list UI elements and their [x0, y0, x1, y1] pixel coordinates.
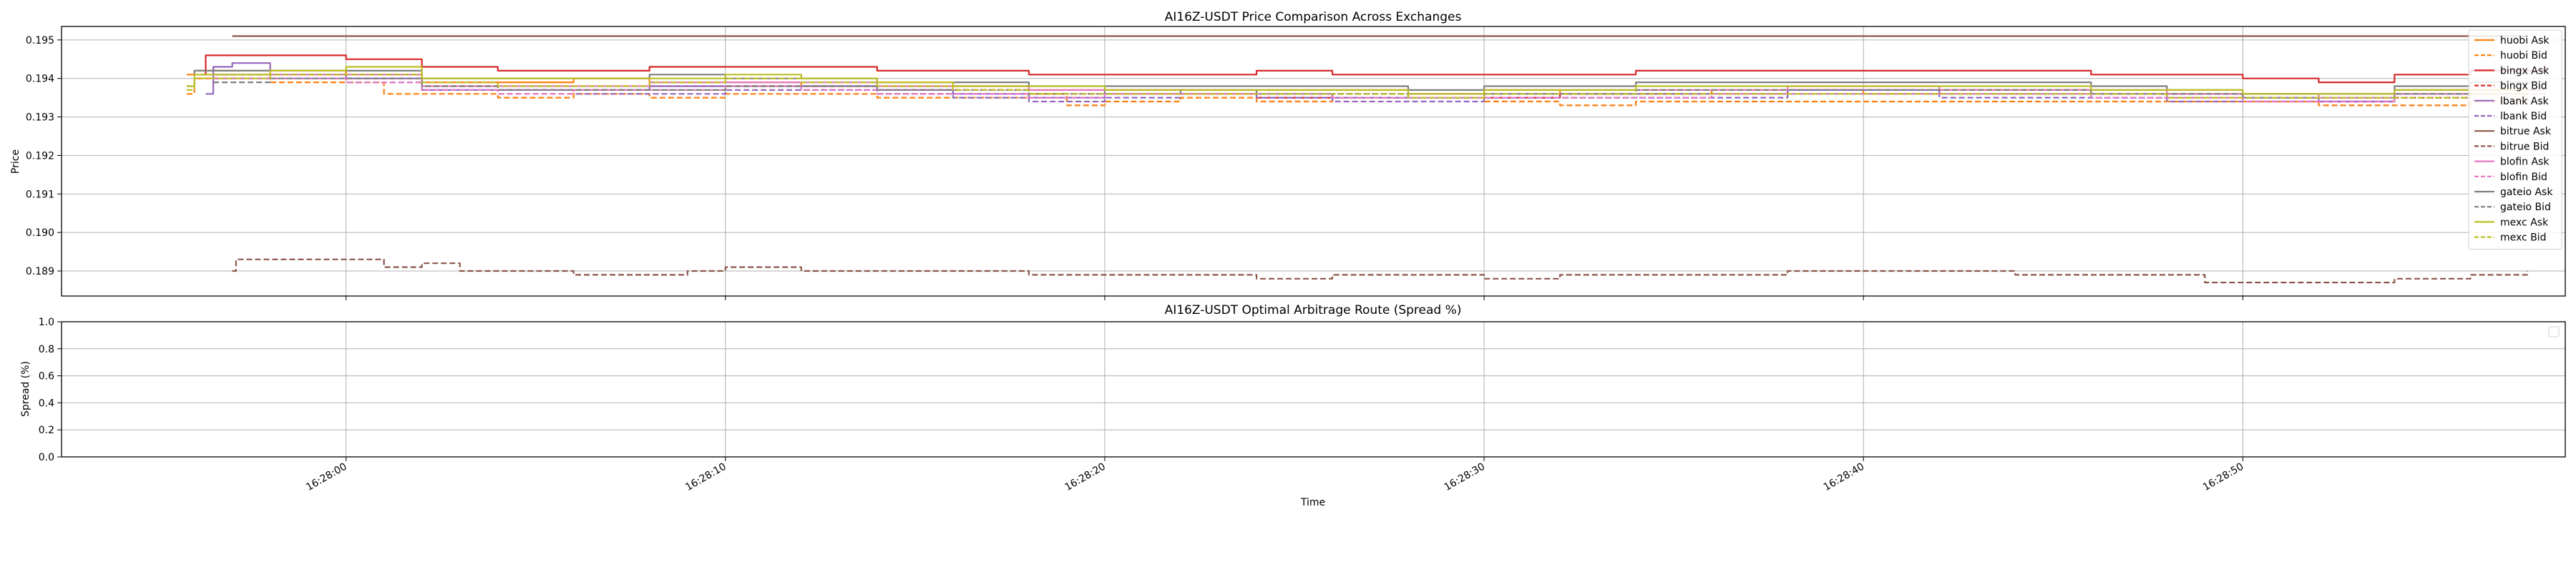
spread-y-tick-label: 0.0 [39, 452, 54, 463]
price-y-axis-label: Price [10, 149, 21, 174]
legend-label-mexc-ask: mexc Ask [2500, 217, 2549, 228]
series-line-huobi-bid [186, 77, 2527, 107]
price-y-tick-label: 0.195 [26, 35, 54, 46]
price-y-tick-label: 0.194 [26, 74, 54, 85]
spread-legend-box [2548, 326, 2560, 337]
legend-label-lbank-bid: lbank Bid [2500, 111, 2547, 122]
price-y-tick-label: 0.190 [26, 227, 54, 239]
legend-label-blofin-ask: blofin Ask [2500, 157, 2550, 168]
series-line-mexc-bid [186, 74, 2527, 99]
price-legend-frame [2468, 29, 2562, 250]
spread-x-axis-label: Time [1300, 497, 1325, 508]
legend-label-bitrue-ask: bitrue Ask [2500, 126, 2552, 137]
spread-plot-frame [61, 321, 2566, 458]
spread-chart-title: AI16Z-USDT Optimal Arbitrage Route (Spre… [1165, 303, 1462, 317]
series-line-bitrue-bid [232, 258, 2529, 284]
legend-label-blofin-bid: blofin Bid [2500, 172, 2547, 183]
price-y-tick-label: 0.189 [26, 266, 54, 277]
legend-label-bitrue-bid: bitrue Bid [2500, 141, 2549, 152]
price-chart: AI16Z-USDT Price Comparison Across Excha… [10, 10, 2566, 300]
legend-label-huobi-bid: huobi Bid [2500, 50, 2547, 61]
legend-label-lbank-ask: lbank Ask [2500, 96, 2550, 107]
legend-label-bingx-bid: bingx Bid [2500, 81, 2547, 92]
legend-label-mexc-bid: mexc Bid [2500, 232, 2547, 244]
spread-y-tick-label: 1.0 [39, 317, 54, 328]
series-line-bingx-ask [202, 54, 2547, 84]
legend-label-bingx-ask: bingx Ask [2500, 65, 2550, 77]
spread-y-axis-label: Spread (%) [20, 361, 31, 417]
price-y-tick-label: 0.191 [26, 189, 54, 200]
legend-label-huobi-ask: huobi Ask [2500, 35, 2550, 46]
legend-label-gateio-ask: gateio Ask [2500, 187, 2553, 198]
spread-y-tick-label: 0.2 [39, 425, 54, 436]
price-y-tick-label: 0.192 [26, 150, 54, 162]
price-plot-frame [61, 26, 2566, 297]
spread-y-tick-label: 0.4 [39, 398, 54, 409]
price-legend: huobi Ask huobi Bid bingx Ask bingx Bid lban… [2468, 29, 2562, 250]
price-chart-title: AI16Z-USDT Price Comparison Across Excha… [1165, 10, 1462, 24]
spread-y-tick-label: 0.6 [39, 371, 54, 383]
legend-label-gateio-bid: gateio Bid [2500, 202, 2551, 213]
spread-y-tick-label: 0.8 [39, 344, 54, 355]
price-y-tick-label: 0.193 [26, 112, 54, 124]
